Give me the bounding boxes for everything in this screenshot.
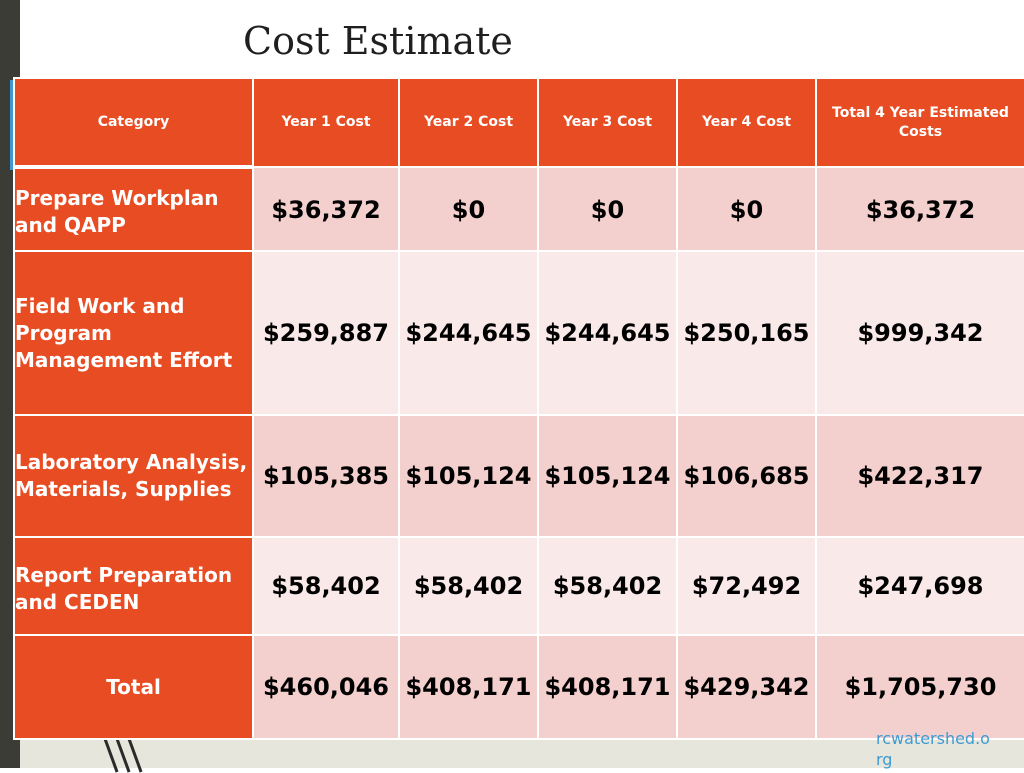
- table-row: Prepare Workplan and QAPP $36,372 $0 $0 …: [13, 166, 1024, 252]
- row-category-label: Report Preparation and CEDEN: [13, 536, 254, 636]
- cell-year-1: $460,046: [252, 634, 400, 740]
- header-year-1-cost: Year 1 Cost: [252, 77, 400, 168]
- cell-year-3: $58,402: [537, 536, 678, 636]
- page-title: Cost Estimate: [243, 19, 513, 63]
- cell-year-4: $429,342: [676, 634, 817, 740]
- website-link[interactable]: rcwatershed.org: [876, 729, 990, 769]
- cell-year-1: $259,887: [252, 250, 400, 416]
- cell-year-2: $244,645: [398, 250, 539, 416]
- cell-year-2: $0: [398, 166, 539, 252]
- header-total-cost: Total 4 Year Estimated Costs: [815, 77, 1024, 168]
- bottom-band: [20, 735, 1024, 768]
- cell-total: $422,317: [815, 414, 1024, 538]
- table-total-row: Total $460,046 $408,171 $408,171 $429,34…: [13, 634, 1024, 740]
- table-row: Field Work and Program Management Effort…: [13, 250, 1024, 416]
- cell-year-2: $105,124: [398, 414, 539, 538]
- row-category-label: Laboratory Analysis, Materials, Supplies: [13, 414, 254, 538]
- table-header-row: Category Year 1 Cost Year 2 Cost Year 3 …: [13, 77, 1024, 169]
- row-category-label: Total: [13, 634, 254, 740]
- cell-total: $999,342: [815, 250, 1024, 416]
- cell-year-3: $244,645: [537, 250, 678, 416]
- cell-year-1: $58,402: [252, 536, 400, 636]
- cell-year-2: $58,402: [398, 536, 539, 636]
- cell-year-4: $106,685: [676, 414, 817, 538]
- header-category: Category: [13, 77, 254, 169]
- header-year-4-cost: Year 4 Cost: [676, 77, 817, 168]
- cell-year-3: $105,124: [537, 414, 678, 538]
- cell-total: $1,705,730: [815, 634, 1024, 740]
- cell-year-1: $105,385: [252, 414, 400, 538]
- row-category-label: Field Work and Program Management Effort: [13, 250, 254, 416]
- cost-table: Category Year 1 Cost Year 2 Cost Year 3 …: [13, 77, 1024, 740]
- cell-year-4: $250,165: [676, 250, 817, 416]
- left-accent-stripe: [10, 80, 16, 170]
- header-year-3-cost: Year 3 Cost: [537, 77, 678, 168]
- cell-year-2: $408,171: [398, 634, 539, 740]
- row-category-label: Prepare Workplan and QAPP: [13, 166, 254, 252]
- cell-year-4: $0: [676, 166, 817, 252]
- cell-total: $36,372: [815, 166, 1024, 252]
- header-year-2-cost: Year 2 Cost: [398, 77, 539, 168]
- cell-year-3: $408,171: [537, 634, 678, 740]
- cell-year-3: $0: [537, 166, 678, 252]
- table-row: Laboratory Analysis, Materials, Supplies…: [13, 414, 1024, 538]
- cell-year-1: $36,372: [252, 166, 400, 252]
- cell-total: $247,698: [815, 536, 1024, 636]
- cell-year-4: $72,492: [676, 536, 817, 636]
- table-row: Report Preparation and CEDEN $58,402 $58…: [13, 536, 1024, 636]
